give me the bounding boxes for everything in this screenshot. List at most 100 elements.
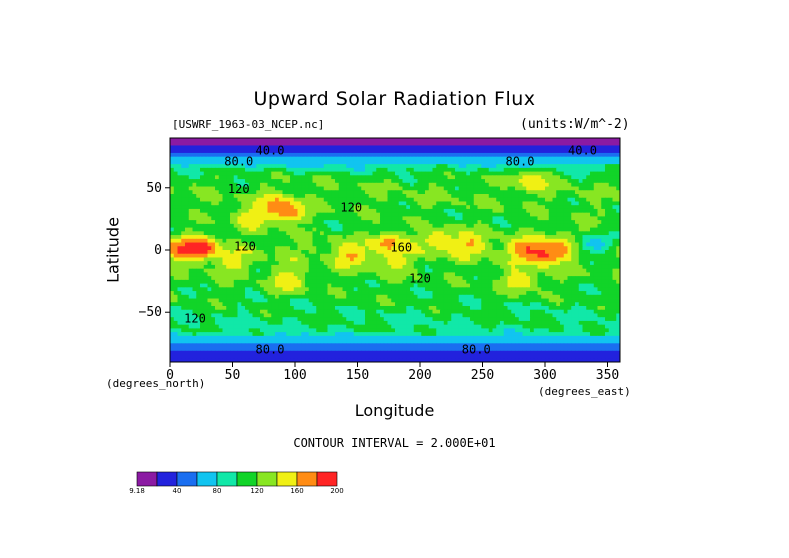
heatmap-cell [571,246,576,251]
heatmap-cell [526,235,531,240]
heatmap-cell [286,220,291,225]
heatmap-cell [597,216,602,221]
heatmap-cell [477,208,482,214]
heatmap-cell [485,223,490,228]
heatmap-cell [522,242,527,247]
heatmap-cell [301,175,306,180]
heatmap-cell [256,227,261,232]
heatmap-cell [466,279,471,284]
heatmap-cell [560,246,565,251]
heatmap-cell [410,208,415,214]
heatmap-cell [417,201,422,206]
heatmap-cell [237,276,242,281]
heatmap-cell [293,235,298,240]
heatmap-cell [406,231,411,236]
heatmap-cell [402,160,407,165]
heatmap-cell [421,212,426,217]
heatmap-cell [425,272,430,277]
heatmap-cell [458,179,463,184]
heatmap-cell [541,257,546,262]
heatmap-cell [425,238,430,243]
heatmap-cell [552,160,557,165]
heatmap-cell [466,246,471,251]
heatmap-cell [286,138,291,143]
heatmap-cell [552,145,557,150]
heatmap-cell [376,257,381,262]
heatmap-cell [470,186,475,191]
heatmap-cell [545,264,550,270]
heatmap-cell [323,194,328,199]
heatmap-cell [237,141,242,146]
heatmap-cell [410,205,415,210]
heatmap-cell [451,231,456,236]
heatmap-cell [327,152,332,158]
heatmap-cell [571,138,576,143]
heatmap-cell [305,205,310,210]
heatmap-cell [488,186,493,191]
heatmap-cell [560,156,565,161]
heatmap-cell [466,149,471,154]
heatmap-cell [312,238,317,243]
heatmap-cell [575,235,580,240]
heatmap-cell [402,223,407,228]
heatmap-cell [316,201,321,206]
heatmap-cell [462,220,467,225]
heatmap-cell [492,246,497,251]
heatmap-cell [177,141,182,146]
heatmap-cell [417,268,422,273]
heatmap-cell [552,227,557,232]
heatmap-cell [428,279,433,284]
heatmap-cell [256,231,261,236]
heatmap-cell [181,194,186,199]
heatmap-cell [466,175,471,180]
heatmap-cell [563,190,568,195]
heatmap-cell [361,171,366,176]
heatmap-cell [271,261,276,266]
heatmap-cell [608,253,613,258]
heatmap-cell [586,250,591,255]
heatmap-cell [350,190,355,195]
heatmap-cell [286,186,291,191]
heatmap-cell [560,145,565,150]
heatmap-cell [271,194,276,199]
heatmap-cell [582,190,587,195]
heatmap-cell [301,264,306,270]
heatmap-cell [312,152,317,158]
heatmap-cell [541,167,546,172]
heatmap-cell [575,261,580,266]
heatmap-cell [361,167,366,172]
heatmap-cell [387,205,392,210]
heatmap-cell [305,152,310,158]
heatmap-cell [207,205,212,210]
heatmap-cell [597,186,602,191]
heatmap-cell [398,223,403,228]
heatmap-cell [492,152,497,158]
heatmap-cell [496,156,501,161]
heatmap-cell [196,250,201,255]
heatmap-cell [421,208,426,214]
heatmap-cell [436,197,441,202]
heatmap-cell [331,160,336,165]
heatmap-cell [233,238,238,243]
heatmap-cell [590,261,595,266]
heatmap-cell [305,216,310,221]
heatmap-cell [218,261,223,266]
heatmap-cell [522,227,527,232]
heatmap-cell [545,156,550,161]
heatmap-cell [252,283,257,288]
heatmap-cell [563,257,568,262]
heatmap-cell [346,194,351,199]
heatmap-cell [451,253,456,258]
heatmap-cell [256,276,261,281]
heatmap-cell [443,227,448,232]
heatmap-cell [563,223,568,228]
heatmap-cell [395,167,400,172]
heatmap-cell [556,201,561,206]
heatmap-cell [305,253,310,258]
heatmap-cell [207,261,212,266]
heatmap-cell [196,279,201,284]
heatmap-cell [218,141,223,146]
heatmap-cell [578,238,583,243]
heatmap-cell [605,160,610,165]
heatmap-cell [203,250,208,255]
